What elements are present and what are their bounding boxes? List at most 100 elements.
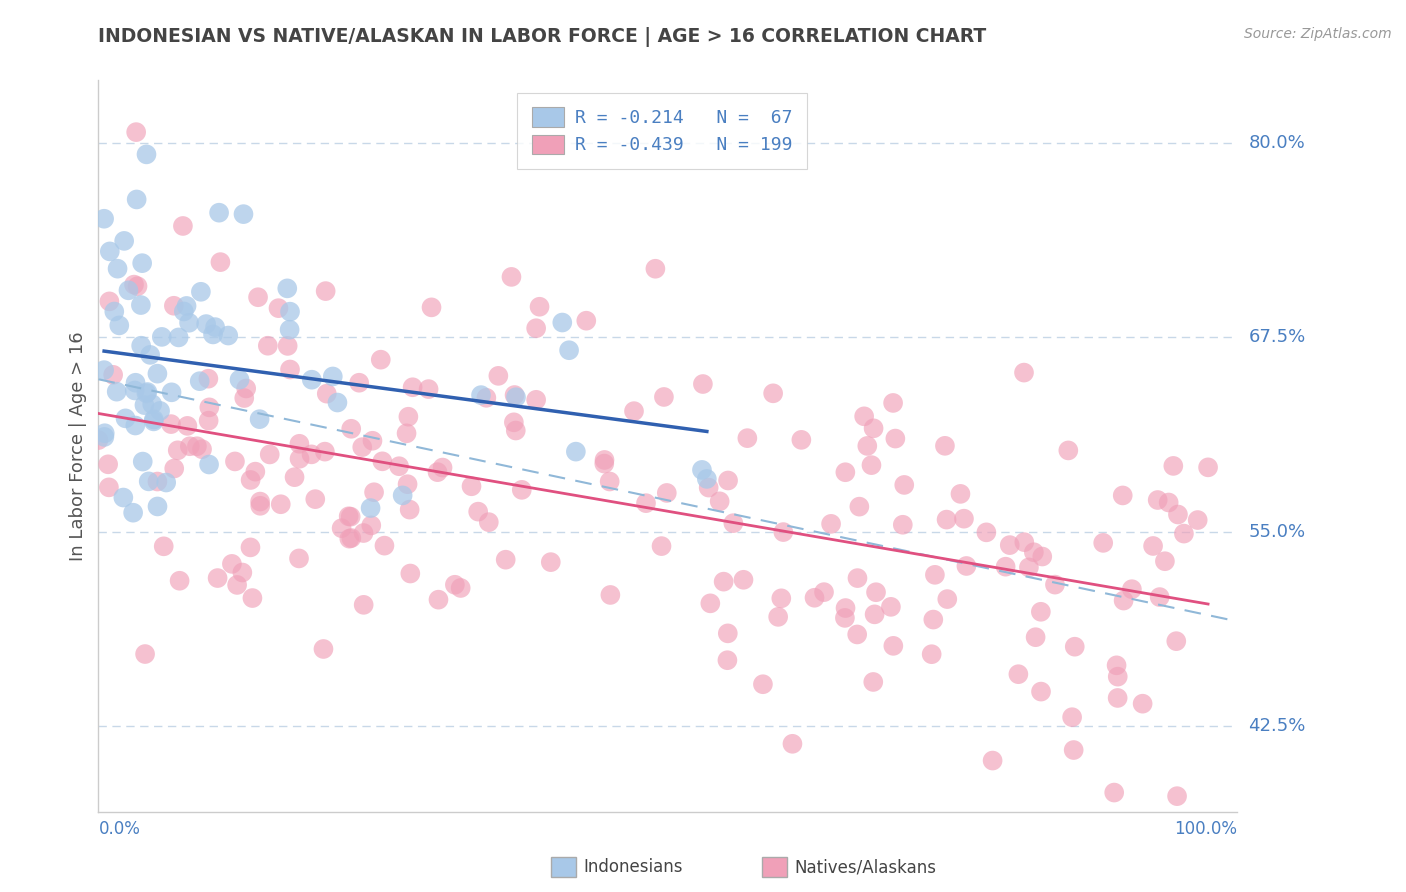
Point	[853, 409, 876, 424]
Point	[1012, 366, 1035, 380]
Point	[249, 494, 271, 508]
Point	[134, 647, 156, 661]
Point	[190, 285, 212, 299]
Point	[122, 277, 145, 292]
Point	[936, 592, 959, 607]
Point	[288, 437, 311, 451]
Point	[1187, 513, 1209, 527]
Point	[1092, 536, 1115, 550]
Point	[1022, 545, 1045, 559]
Point	[717, 474, 740, 488]
Point	[444, 578, 467, 592]
Point	[1029, 684, 1052, 698]
Point	[863, 607, 886, 622]
Point	[322, 369, 344, 384]
Point	[501, 269, 523, 284]
Point	[862, 421, 884, 435]
Point	[167, 330, 190, 344]
Point	[540, 555, 562, 569]
Point	[127, 279, 149, 293]
Point	[160, 385, 183, 400]
Point	[228, 373, 250, 387]
Text: INDONESIAN VS NATIVE/ALASKAN IN LABOR FORCE | AGE > 16 CORRELATION CHART: INDONESIAN VS NATIVE/ALASKAN IN LABOR FO…	[98, 27, 987, 46]
Point	[267, 301, 290, 315]
Point	[232, 207, 254, 221]
Point	[155, 475, 177, 490]
Point	[117, 283, 139, 297]
Point	[124, 384, 146, 398]
Point	[762, 386, 785, 401]
Point	[93, 211, 115, 226]
Point	[142, 414, 165, 428]
Point	[495, 552, 517, 566]
Point	[848, 500, 870, 514]
Point	[922, 613, 945, 627]
Point	[124, 418, 146, 433]
Point	[935, 513, 957, 527]
Point	[221, 557, 243, 571]
Point	[138, 475, 160, 489]
Point	[135, 386, 157, 401]
Point	[360, 518, 382, 533]
Point	[163, 299, 186, 313]
Point	[1062, 710, 1084, 724]
Point	[655, 486, 678, 500]
Point	[132, 454, 155, 468]
Point	[599, 475, 621, 489]
Point	[1112, 488, 1135, 502]
Point	[862, 675, 884, 690]
Point	[1166, 634, 1188, 648]
Point	[1043, 577, 1066, 591]
Point	[565, 444, 588, 458]
Point	[690, 463, 713, 477]
Point	[249, 412, 271, 426]
Point	[1025, 630, 1047, 644]
Point	[1173, 526, 1195, 541]
Point	[360, 501, 382, 516]
Point	[93, 430, 115, 444]
Point	[486, 368, 509, 383]
Point	[326, 395, 349, 409]
Point	[160, 417, 183, 431]
Point	[208, 205, 231, 219]
Point	[1063, 743, 1085, 757]
Point	[301, 447, 323, 461]
Point	[245, 465, 267, 479]
Point	[432, 460, 454, 475]
Point	[976, 525, 998, 540]
Point	[136, 384, 159, 399]
Point	[399, 566, 422, 581]
Point	[524, 321, 547, 335]
Point	[856, 439, 879, 453]
Point	[1146, 493, 1168, 508]
Point	[361, 434, 384, 448]
Point	[242, 591, 264, 605]
Point	[198, 458, 221, 472]
Point	[650, 539, 672, 553]
Point	[599, 588, 621, 602]
Point	[87, 433, 110, 447]
Point	[259, 447, 281, 461]
Text: 67.5%: 67.5%	[1249, 328, 1306, 346]
Point	[239, 473, 262, 487]
Point	[1166, 789, 1188, 804]
Point	[107, 261, 129, 276]
Text: Source: ZipAtlas.com: Source: ZipAtlas.com	[1244, 27, 1392, 41]
Point	[278, 323, 301, 337]
Point	[697, 481, 720, 495]
Point	[813, 585, 835, 599]
Point	[204, 320, 226, 334]
Point	[450, 581, 472, 595]
Point	[239, 541, 262, 555]
Text: 55.0%: 55.0%	[1249, 523, 1306, 541]
Point	[179, 439, 201, 453]
Text: 80.0%: 80.0%	[1249, 134, 1305, 152]
Point	[1132, 697, 1154, 711]
Point	[226, 578, 249, 592]
Point	[752, 677, 775, 691]
Point	[301, 373, 323, 387]
Point	[340, 531, 363, 545]
Point	[186, 439, 208, 453]
Point	[112, 234, 135, 248]
Point	[696, 472, 718, 486]
